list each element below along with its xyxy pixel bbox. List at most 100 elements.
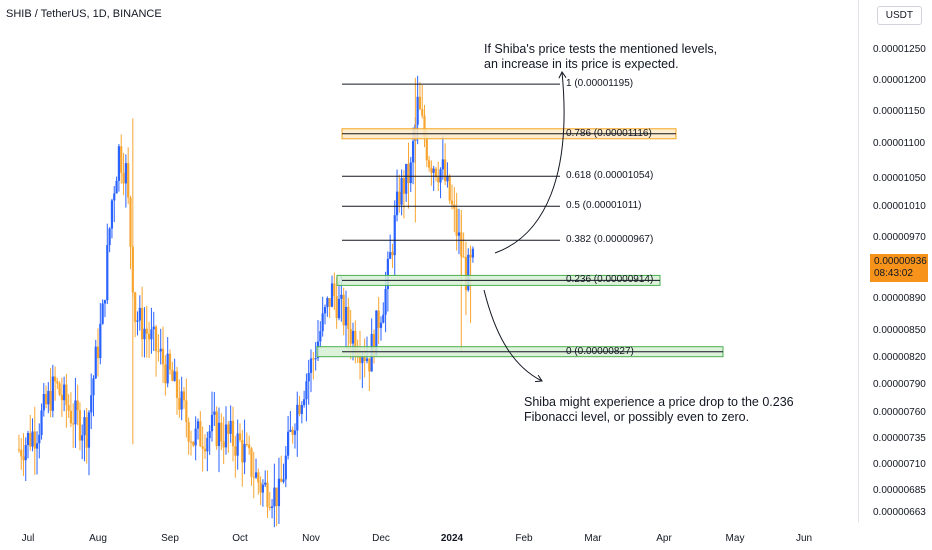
- candle-body: [252, 476, 255, 478]
- candle-body: [115, 180, 118, 194]
- candle-body: [47, 390, 50, 405]
- candle-body: [282, 479, 285, 482]
- candle-body: [208, 431, 211, 439]
- candle-body: [349, 328, 352, 344]
- candle-body: [117, 146, 121, 181]
- candle-body: [81, 435, 84, 441]
- bar-countdown: 08:43:02: [874, 268, 913, 279]
- fib-level-label: 1 (0.00001195): [566, 78, 634, 90]
- candle-body: [58, 383, 61, 395]
- candle-body: [187, 421, 190, 442]
- candle-body: [213, 411, 216, 415]
- price-tick: 0.00001010: [873, 201, 926, 212]
- candle-body: [351, 330, 355, 344]
- candle-body: [215, 411, 218, 447]
- candle-body: [166, 353, 169, 384]
- candle-body: [185, 400, 188, 422]
- candle-body: [425, 137, 428, 161]
- candle-body: [67, 405, 70, 411]
- candle-body: [402, 178, 406, 194]
- candle-body: [175, 371, 179, 398]
- candle-body: [143, 328, 146, 340]
- candle-body: [122, 172, 125, 184]
- candle-body: [293, 430, 297, 435]
- candle-body: [182, 391, 186, 401]
- candle-body: [464, 257, 468, 291]
- time-tick: Dec: [372, 533, 390, 544]
- candle-body: [382, 314, 385, 323]
- candle-body: [365, 358, 369, 361]
- candle-body: [147, 333, 151, 340]
- candle-body: [76, 400, 79, 411]
- candle-body: [379, 322, 383, 328]
- candle-body: [430, 167, 433, 173]
- time-tick: Nov: [302, 533, 320, 544]
- fib-level-label: 0.618 (0.00001054): [566, 170, 654, 182]
- candle-body: [405, 163, 408, 194]
- time-tick: Oct: [232, 533, 248, 544]
- candle-body: [446, 175, 449, 182]
- candle-body: [164, 364, 167, 384]
- candle-body: [386, 258, 389, 290]
- price-tick: 0.00001250: [873, 44, 926, 55]
- time-tick: Aug: [89, 533, 107, 544]
- time-tick: Jun: [795, 533, 813, 544]
- candle-body: [124, 163, 127, 184]
- candle-body: [319, 331, 322, 342]
- price-tick: 0.00001050: [873, 173, 926, 184]
- candle-body: [286, 431, 290, 456]
- candle-body: [270, 506, 274, 508]
- candle-body: [423, 115, 426, 138]
- candle-body: [467, 254, 470, 291]
- candle-body: [400, 178, 403, 205]
- annotation-arrow: [494, 71, 565, 254]
- candle-body: [363, 357, 366, 361]
- fib-level-label: 0.236 (0.00000914): [566, 274, 654, 286]
- candle-body: [448, 175, 451, 201]
- candle-body: [457, 232, 461, 236]
- candle-body: [432, 168, 435, 173]
- candle-body: [217, 422, 221, 447]
- candle-body: [224, 424, 228, 448]
- candle-body: [178, 397, 181, 410]
- price-tick: 0.00001100: [873, 138, 926, 149]
- candle-body: [450, 200, 454, 205]
- time-tick: 2024: [440, 533, 464, 544]
- currency-selector[interactable]: USDT: [876, 6, 922, 25]
- symbol-title: SHIB / TetherUS, 1D, BINANCE: [6, 8, 162, 20]
- candle-body: [196, 421, 200, 429]
- candle-body: [303, 399, 306, 406]
- candle-body: [99, 323, 102, 359]
- candle-body: [437, 177, 440, 183]
- candle-body: [22, 456, 25, 461]
- candle-body: [20, 449, 23, 457]
- candle-body: [268, 506, 271, 508]
- candle-body: [266, 482, 269, 507]
- candle-body: [157, 351, 160, 353]
- price-tick: 0.00000970: [873, 232, 926, 243]
- candle-body: [248, 444, 251, 449]
- candle-body: [106, 245, 109, 301]
- candle-body: [462, 256, 465, 258]
- price-tick: 0.00000790: [873, 379, 926, 390]
- time-tick: Apr: [656, 533, 672, 544]
- candle-body: [250, 448, 253, 477]
- time-tick: May: [725, 533, 745, 544]
- candle-body: [335, 296, 338, 319]
- candle-body: [180, 391, 183, 410]
- time-tick: Sep: [161, 533, 179, 544]
- candle-body: [257, 472, 260, 483]
- candle-body: [94, 346, 97, 379]
- candle-body: [229, 420, 232, 434]
- candle-body: [418, 96, 422, 110]
- annotation-bottom: Shiba might experience a price drop to t…: [524, 395, 794, 425]
- candle-body: [347, 306, 350, 329]
- candle-body: [69, 410, 73, 424]
- fib-level-label: 0 (0.00000827): [566, 345, 634, 357]
- candle-body: [314, 358, 317, 360]
- fib-retracement: [316, 83, 724, 358]
- candle-body: [72, 423, 75, 425]
- candle-body: [24, 444, 27, 461]
- candle-body: [328, 297, 331, 307]
